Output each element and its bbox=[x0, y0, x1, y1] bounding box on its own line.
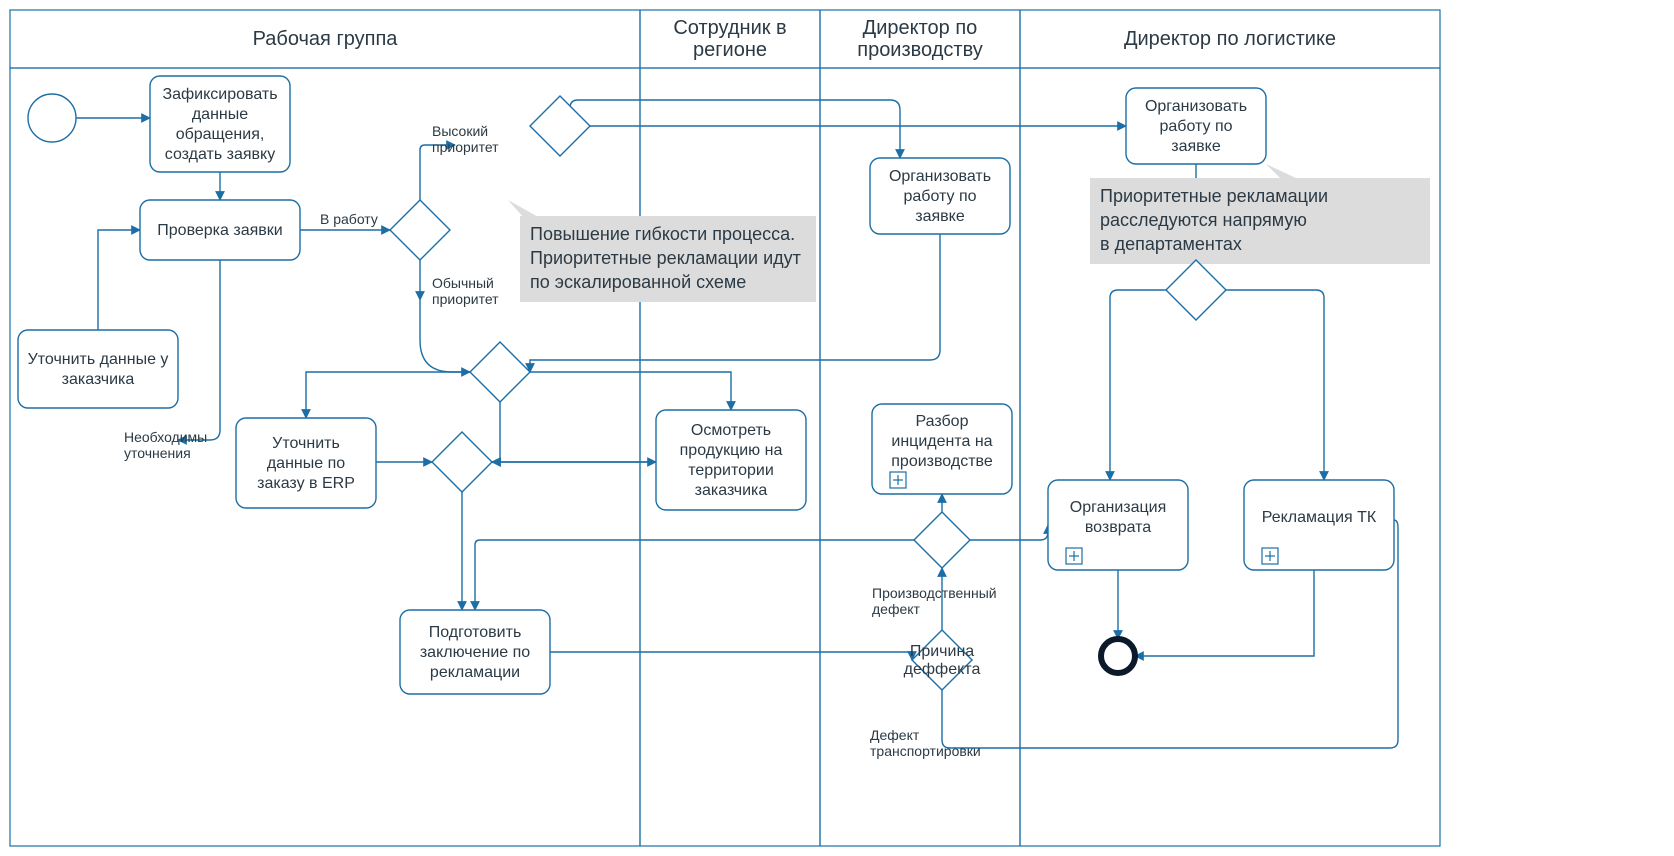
svg-text:Организация: Организация bbox=[1070, 499, 1167, 516]
callout-text: в департаментах bbox=[1100, 234, 1242, 254]
callout: Повышение гибкости процесса. Приоритетные… bbox=[508, 200, 816, 302]
svg-text:продукцию на: продукцию на bbox=[680, 442, 783, 459]
sequence-flow bbox=[550, 652, 912, 660]
callout-text: Повышение гибкости процесса. bbox=[530, 224, 795, 244]
svg-text:заключение по: заключение по bbox=[420, 644, 530, 661]
lane-title: производству bbox=[857, 39, 983, 61]
lane-title: Директор по bbox=[863, 17, 978, 39]
svg-text:заказчика: заказчика bbox=[62, 371, 135, 388]
callout: Приоритетные рекламации расследуются напр… bbox=[1090, 164, 1430, 264]
lane-title: Директор по логистике bbox=[1124, 28, 1336, 50]
flow-label: Производственный bbox=[872, 585, 997, 601]
flow-label: В работу bbox=[320, 211, 378, 227]
gateway bbox=[1166, 260, 1226, 320]
lane-title: Сотрудник в bbox=[673, 17, 786, 39]
svg-text:рекламации: рекламации bbox=[430, 664, 520, 681]
svg-text:Уточнить: Уточнить bbox=[272, 435, 340, 452]
svg-text:работу по: работу по bbox=[1159, 118, 1232, 135]
svg-text:Организовать: Организовать bbox=[1145, 98, 1247, 115]
callout-text: расследуются напрямую bbox=[1100, 210, 1307, 230]
svg-text:инцидента на: инцидента на bbox=[891, 433, 992, 450]
sequence-flow bbox=[98, 230, 140, 330]
svg-text:данные по: данные по bbox=[267, 455, 345, 472]
svg-text:создать заявку: создать заявку bbox=[165, 146, 275, 163]
flow-label: приоритет bbox=[432, 139, 499, 155]
callout-text: Приоритетные рекламации bbox=[1100, 186, 1328, 206]
svg-text:производстве: производстве bbox=[891, 453, 993, 470]
flow-label: дефект bbox=[872, 601, 921, 617]
svg-text:данные: данные bbox=[192, 106, 248, 123]
sequence-flow bbox=[1135, 570, 1314, 656]
svg-text:заявке: заявке bbox=[1171, 138, 1221, 155]
svg-text:деффекта: деффекта bbox=[904, 661, 981, 678]
svg-text:работу по: работу по bbox=[903, 188, 976, 205]
svg-text:Проверка заявки: Проверка заявки bbox=[157, 222, 282, 239]
flow-label: транспортировки bbox=[870, 743, 981, 759]
svg-text:Уточнить данные у: Уточнить данные у bbox=[28, 351, 169, 368]
gateway bbox=[432, 432, 492, 492]
gateway bbox=[530, 96, 590, 156]
svg-text:Рекламация ТК: Рекламация ТК bbox=[1262, 509, 1377, 526]
gateway bbox=[912, 630, 972, 690]
sequence-flow bbox=[178, 260, 220, 440]
flow-label: Высокий bbox=[432, 123, 488, 139]
sequence-flow bbox=[306, 372, 470, 418]
start-event bbox=[28, 94, 76, 142]
svg-text:Разбор: Разбор bbox=[916, 413, 969, 430]
bpmn-diagram: Рабочая группа Сотрудник врегионе Директор… bbox=[0, 0, 1674, 856]
flow-label: Дефект bbox=[870, 727, 920, 743]
svg-text:заказчика: заказчика bbox=[695, 482, 768, 499]
gateway bbox=[914, 512, 970, 568]
svg-text:возврата: возврата bbox=[1085, 519, 1151, 536]
sequence-flow bbox=[1110, 290, 1166, 480]
flow-label: Обычный bbox=[432, 275, 494, 291]
flow-label: приоритет bbox=[432, 291, 499, 307]
callout-text: Приоритетные рекламации идут bbox=[530, 248, 801, 268]
flow-label: уточнения bbox=[124, 445, 191, 461]
svg-text:Подготовить: Подготовить bbox=[429, 624, 522, 641]
svg-text:Зафиксировать: Зафиксировать bbox=[162, 86, 277, 103]
lane-title: регионе bbox=[693, 39, 767, 61]
sequence-flow bbox=[970, 525, 1048, 540]
svg-text:Причина: Причина bbox=[910, 643, 974, 660]
svg-text:обращения,: обращения, bbox=[176, 126, 265, 143]
sequence-flow bbox=[570, 100, 900, 158]
task bbox=[18, 330, 178, 408]
gateway bbox=[390, 200, 450, 260]
svg-text:Осмотреть: Осмотреть bbox=[691, 422, 771, 439]
svg-text:территории: территории bbox=[688, 462, 774, 479]
sequence-flow bbox=[530, 372, 731, 410]
gateway bbox=[470, 342, 530, 402]
sequence-flow bbox=[420, 340, 470, 372]
sequence-flow bbox=[1226, 290, 1324, 480]
svg-text:заявке: заявке bbox=[915, 208, 965, 225]
flow-label: Необходимы bbox=[124, 429, 207, 445]
svg-text:заказу в ERP: заказу в ERP bbox=[257, 475, 355, 492]
end-event bbox=[1101, 639, 1135, 673]
sequence-flow bbox=[492, 402, 500, 462]
lane-title: Рабочая группа bbox=[253, 28, 399, 50]
callout-text: по эскалированной схеме bbox=[530, 272, 746, 292]
sequence-flow bbox=[475, 540, 914, 610]
svg-text:Организовать: Организовать bbox=[889, 168, 991, 185]
